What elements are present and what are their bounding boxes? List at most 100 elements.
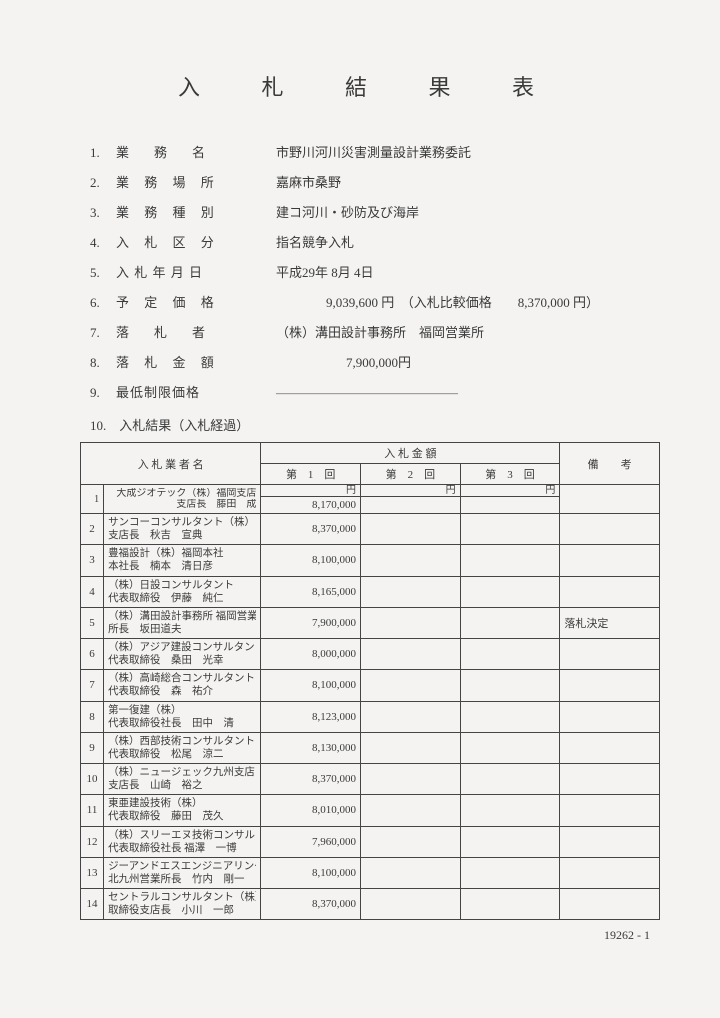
document-page: 入 札 結 果 表 1. 業 務 名 市野川河川災害測量設計業務委託 2. 業 … (0, 0, 720, 983)
amount-2 (361, 639, 461, 670)
amount-2 (361, 889, 461, 920)
note-cell (560, 545, 660, 576)
amount-3 (460, 732, 560, 763)
note-cell (560, 576, 660, 607)
table-row: 6（株）アジア建設コンサルタント代表取締役 桑田 光幸8,000,000 (81, 639, 660, 670)
info-section: 1. 業 務 名 市野川河川災害測量設計業務委託 2. 業 務 場 所 嘉麻市桑… (90, 142, 660, 401)
amount-1: 8,000,000 (261, 639, 361, 670)
info-num: 2. (90, 175, 116, 191)
row-index: 1 (81, 485, 104, 514)
th-round-3: 第 3 回 (460, 464, 560, 485)
info-value: 指名競争入札 (276, 232, 660, 251)
unit-cell: 円 (261, 485, 361, 497)
amount-2 (361, 764, 461, 795)
bidder-name: セントラルコンサルタント（株）九州支店取締役支店長 小川 一郎 (104, 889, 261, 920)
info-label: 最低制限価格 (116, 382, 276, 401)
info-label: 業 務 場 所 (116, 172, 276, 191)
th-note: 備 考 (560, 443, 660, 485)
bidder-name: 東亜建設技術（株）代表取締役 藤田 茂久 (104, 795, 261, 826)
th-round-2: 第 2 回 (361, 464, 461, 485)
table-row: 7（株）高崎総合コンサルタント代表取締役 森 祐介8,100,000 (81, 670, 660, 701)
amount-2 (361, 497, 461, 514)
row-index: 4 (81, 576, 104, 607)
table-row: 13ジーアンドエスエンジニアリング（株）北九州営業所北九州営業所長 竹内 剛一8… (81, 857, 660, 888)
th-bid-amount: 入 札 金 額 (261, 443, 560, 464)
info-num: 5. (90, 265, 116, 281)
info-row: 1. 業 務 名 市野川河川災害測量設計業務委託 (90, 142, 660, 161)
amount-3 (460, 514, 560, 545)
amount-1: 8,100,000 (261, 670, 361, 701)
bidder-name: （株）西部技術コンサルタント代表取締役 松尾 涼二 (104, 732, 261, 763)
amount-2 (361, 607, 461, 638)
amount-1: 8,100,000 (261, 857, 361, 888)
info-label: 業 務 名 (116, 142, 276, 161)
info-num: 3. (90, 205, 116, 221)
amount-1: 7,900,000 (261, 607, 361, 638)
bidder-name: サンコーコンサルタント（株）田川営業所支店長 秋吉 宣典 (104, 514, 261, 545)
table-row: 14セントラルコンサルタント（株）九州支店取締役支店長 小川 一郎8,370,0… (81, 889, 660, 920)
info-row: 8. 落 札 金 額 7,900,000円 (90, 352, 660, 371)
info-row: 9. 最低制限価格 ―――――――――――――― (90, 382, 660, 401)
info-label: 入 札 年 月 日 (116, 262, 276, 281)
row-index: 12 (81, 826, 104, 857)
table-row: 9（株）西部技術コンサルタント代表取締役 松尾 涼二8,130,000 (81, 732, 660, 763)
amount-1: 8,010,000 (261, 795, 361, 826)
row-index: 14 (81, 889, 104, 920)
row-index: 5 (81, 607, 104, 638)
info-row: 7. 落 札 者 （株）溝田設計事務所 福岡営業所 (90, 322, 660, 341)
info-row: 2. 業 務 場 所 嘉麻市桑野 (90, 172, 660, 191)
unit-cell: 円 (361, 485, 461, 497)
info-value: （株）溝田設計事務所 福岡営業所 (276, 322, 660, 341)
info-value: 市野川河川災害測量設計業務委託 (276, 142, 660, 161)
amount-2 (361, 826, 461, 857)
amount-1: 8,123,000 (261, 701, 361, 732)
amount-1: 7,960,000 (261, 826, 361, 857)
amount-1: 8,370,000 (261, 514, 361, 545)
table-row: 4（株）日設コンサルタント代表取締役 伊藤 純仁8,165,000 (81, 576, 660, 607)
amount-1: 8,370,000 (261, 764, 361, 795)
amount-1: 8,170,000 (261, 497, 361, 514)
bidder-name: （株）日設コンサルタント代表取締役 伊藤 純仁 (104, 576, 261, 607)
result-section-label: 10. 入札結果（入札経過） (90, 415, 660, 434)
bidder-name: ジーアンドエスエンジニアリング（株）北九州営業所北九州営業所長 竹内 剛一 (104, 857, 261, 888)
info-label: 落 札 金 額 (116, 352, 276, 371)
bidder-name: 大成ジオテック（株）福岡支店支店長 藤田 成 (104, 485, 261, 514)
amount-2 (361, 670, 461, 701)
info-row: 5. 入 札 年 月 日 平成29年 8月 4日 (90, 262, 660, 281)
table-row: 12（株）スリーエヌ技術コンサルタント代表取締役社長 福澤 一博7,960,00… (81, 826, 660, 857)
info-value: 嘉麻市桑野 (276, 172, 660, 191)
info-row: 4. 入 札 区 分 指名競争入札 (90, 232, 660, 251)
note-cell (560, 485, 660, 514)
amount-3 (460, 497, 560, 514)
amount-2 (361, 701, 461, 732)
amount-3 (460, 545, 560, 576)
bidder-name: （株）スリーエヌ技術コンサルタント代表取締役社長 福澤 一博 (104, 826, 261, 857)
amount-3 (460, 795, 560, 826)
info-value: 9,039,600 円 （入札比較価格 8,370,000 円） (276, 292, 660, 311)
note-cell (560, 514, 660, 545)
row-index: 7 (81, 670, 104, 701)
amount-1: 8,165,000 (261, 576, 361, 607)
note-cell (560, 670, 660, 701)
page-footer: 19262 - 1 (80, 928, 660, 943)
row-index: 3 (81, 545, 104, 576)
note-cell (560, 795, 660, 826)
table-row: 2サンコーコンサルタント（株）田川営業所支店長 秋吉 宣典8,370,000 (81, 514, 660, 545)
document-title: 入 札 結 果 表 (80, 70, 660, 102)
amount-1: 8,100,000 (261, 545, 361, 576)
note-cell (560, 764, 660, 795)
info-row: 6. 予 定 価 格 9,039,600 円 （入札比較価格 8,370,000… (90, 292, 660, 311)
note-cell (560, 732, 660, 763)
note-cell (560, 889, 660, 920)
amount-2 (361, 514, 461, 545)
note-cell (560, 826, 660, 857)
amount-3 (460, 607, 560, 638)
table-header: 入 札 業 者 名 入 札 金 額 備 考 第 1 回 第 2 回 第 3 回 (81, 443, 660, 485)
bidder-name: （株）ニュージェック九州支店支店長 山崎 裕之 (104, 764, 261, 795)
info-label: 業 務 種 別 (116, 202, 276, 221)
amount-3 (460, 701, 560, 732)
row-index: 13 (81, 857, 104, 888)
table-body: 1大成ジオテック（株）福岡支店支店長 藤田 成円円円8,170,0002サンコー… (81, 485, 660, 920)
amount-1: 8,370,000 (261, 889, 361, 920)
info-label: 入 札 区 分 (116, 232, 276, 251)
